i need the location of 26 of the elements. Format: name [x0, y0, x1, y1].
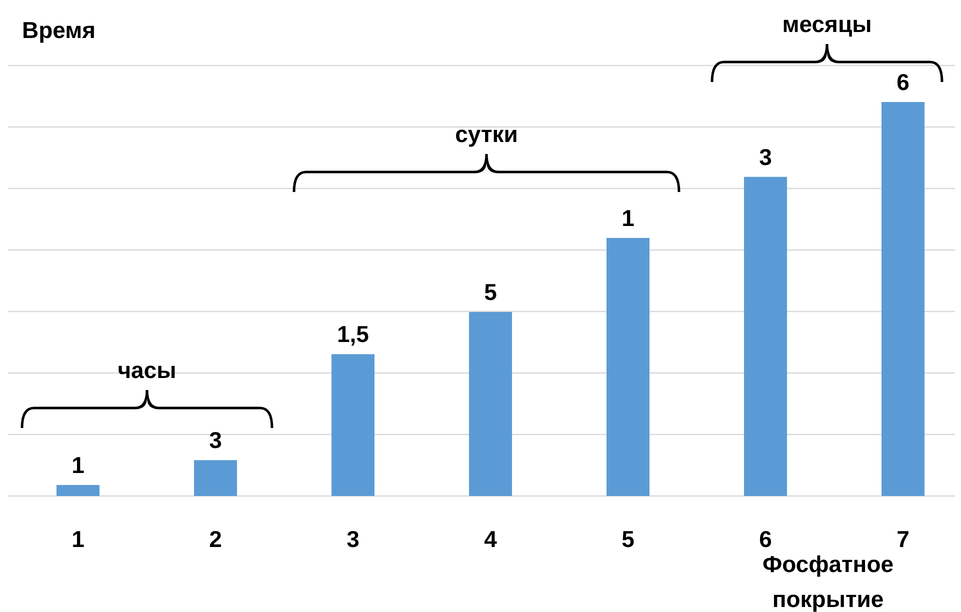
bar	[469, 312, 512, 496]
annotation: часы	[118, 357, 176, 383]
x-tick-label: 2	[209, 526, 222, 552]
bar	[56, 484, 100, 496]
bar	[606, 238, 650, 496]
annotation: 3	[209, 427, 222, 454]
bar	[194, 460, 237, 496]
x-tick-label: 6	[759, 526, 772, 552]
x-tick-label: 1	[72, 526, 85, 552]
x-tick-label: 3	[346, 526, 360, 552]
x-tick-label: 4	[484, 526, 498, 552]
annotation: 3	[759, 144, 772, 170]
bar	[882, 102, 924, 496]
annotation: сутки	[455, 121, 518, 147]
text: месяцы	[782, 11, 872, 37]
bar	[332, 354, 374, 496]
bar	[744, 176, 787, 496]
x-tick-label: 7	[896, 526, 910, 552]
annotation: 1	[622, 204, 635, 231]
annotation: 6	[896, 69, 910, 95]
annotation: 1,5	[337, 321, 370, 348]
y-axis-title: Время	[22, 17, 96, 43]
x-tick-label: 5	[622, 526, 635, 552]
x-axis-title: Фосфатное покрытие	[762, 551, 894, 612]
annotation: 5	[484, 279, 498, 305]
annotation: 1	[72, 452, 85, 478]
